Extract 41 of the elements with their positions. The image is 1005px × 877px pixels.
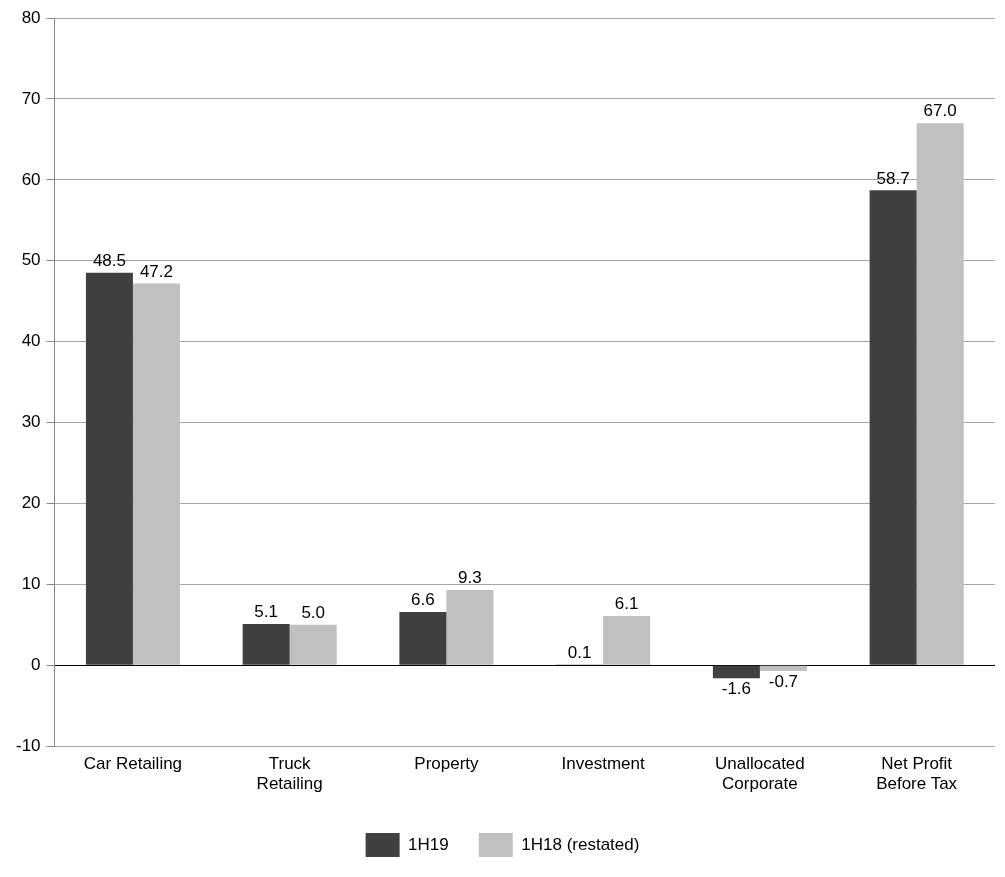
- bar: [712, 665, 760, 679]
- y-tick-label: 0: [31, 654, 41, 674]
- bar: [603, 615, 651, 665]
- bar: [289, 624, 337, 665]
- x-tick-label: Unallocated Corporate: [715, 754, 805, 794]
- data-label: 9.3: [458, 568, 482, 588]
- legend-label: 1H18 (restated): [521, 834, 640, 854]
- legend-label: 1H19: [408, 834, 449, 854]
- bar: [446, 590, 494, 665]
- y-tick-label: -10: [15, 735, 41, 755]
- bar: [242, 624, 290, 665]
- data-label: 5.1: [254, 602, 278, 622]
- data-label: -0.7: [768, 672, 799, 692]
- bar: [916, 123, 964, 665]
- x-tick-label: Investment: [561, 754, 645, 774]
- data-label: 6.6: [411, 590, 435, 610]
- data-label: 0.1: [567, 642, 592, 662]
- bar: [399, 611, 447, 665]
- y-tick-label: 60: [21, 169, 41, 189]
- x-tick-label: Car Retailing: [83, 754, 183, 774]
- y-tick-label: 10: [21, 574, 41, 594]
- data-label: -1.6: [721, 679, 752, 699]
- data-label: 47.2: [139, 261, 173, 281]
- y-tick-label: 50: [21, 250, 41, 270]
- y-tick-label: 80: [21, 7, 41, 27]
- bar: [85, 272, 133, 665]
- data-label: 6.1: [614, 594, 639, 614]
- x-tick-label: Net Profit Before Tax: [876, 754, 958, 794]
- x-tick-label: Property: [414, 754, 480, 774]
- y-tick-label: 30: [21, 412, 41, 432]
- data-label: 58.7: [876, 168, 910, 188]
- data-label: 67.0: [923, 101, 957, 121]
- bar: [759, 665, 807, 671]
- y-tick-label: 40: [21, 331, 41, 351]
- x-tick-label: Truck Retailing: [256, 754, 323, 794]
- bar: [132, 283, 180, 665]
- data-label: 48.5: [92, 251, 126, 271]
- bar: [869, 190, 917, 665]
- y-tick-label: 70: [21, 88, 41, 108]
- y-tick-label: 20: [21, 493, 41, 513]
- data-label: 5.0: [301, 603, 326, 623]
